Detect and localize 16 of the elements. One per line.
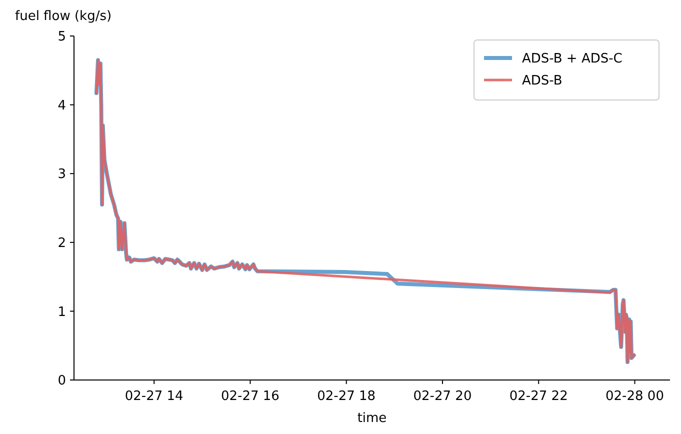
y-tick-label: 4	[58, 98, 66, 114]
y-tick-label: 3	[58, 167, 66, 182]
legend-label: ADS-B	[522, 74, 562, 89]
x-axis-title: time	[357, 411, 387, 426]
y-tick-label: 1	[58, 304, 66, 320]
x-tick-label: 02-27 16	[221, 389, 280, 404]
y-axis-title: fuel flow (kg/s)	[15, 9, 112, 24]
x-tick-label: 02-28 00	[606, 389, 664, 404]
y-tick-label: 2	[58, 236, 66, 251]
legend-label: ADS-B + ADS-C	[522, 52, 622, 67]
x-tick-label: 02-27 20	[413, 389, 472, 404]
x-tick-label: 02-27 22	[509, 389, 568, 404]
x-tick-label: 02-27 18	[317, 389, 376, 404]
x-tick-label: 02-27 14	[124, 389, 184, 404]
y-tick-label: 5	[58, 30, 66, 45]
y-tick-label: 0	[58, 374, 66, 389]
